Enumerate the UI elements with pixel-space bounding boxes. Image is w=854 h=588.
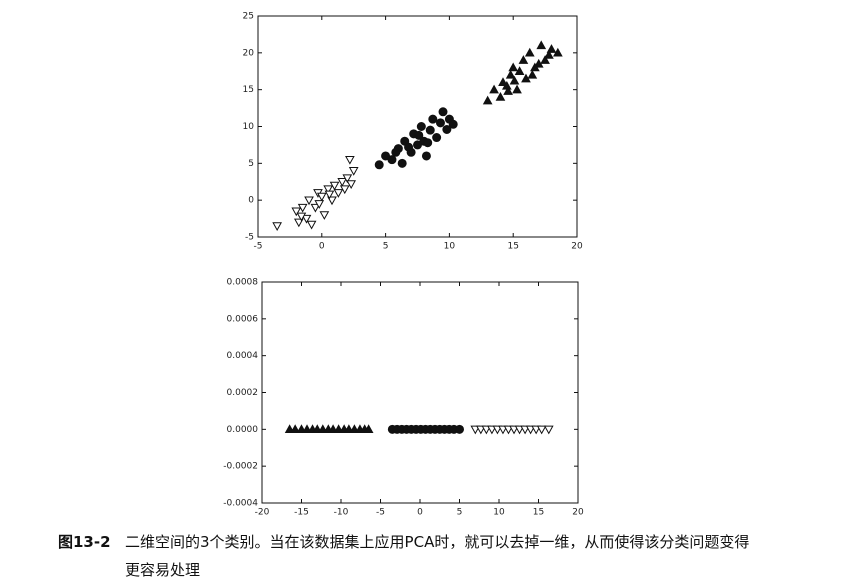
x-tick-label: 15	[533, 508, 544, 518]
point	[428, 114, 438, 124]
point	[319, 211, 330, 220]
x-tick-label: 5	[383, 242, 389, 252]
x-tick-label: -5	[254, 242, 263, 252]
x-tick-label: -10	[334, 508, 349, 518]
point	[546, 44, 557, 53]
point	[482, 95, 493, 105]
point	[543, 425, 554, 435]
y-tick-label: 0.0004	[227, 351, 259, 361]
x-tick-label: -5	[376, 508, 385, 518]
x-tick-label: 0	[417, 508, 423, 518]
point	[544, 50, 554, 59]
point	[495, 92, 506, 101]
caption-text: 二维空间的3个类别。当在该数据集上应用PCA时，就可以去掉一维，从而使得该分类问…	[125, 533, 750, 579]
point	[323, 185, 334, 195]
x-tick-label: -15	[294, 508, 309, 518]
point	[324, 190, 335, 200]
y-tick-label: -5	[245, 233, 254, 243]
point	[327, 196, 337, 206]
point	[291, 207, 302, 217]
point	[272, 222, 282, 231]
point	[306, 220, 317, 230]
point	[333, 189, 344, 198]
point	[297, 203, 308, 213]
point	[339, 185, 350, 195]
x-tick-label: -20	[255, 508, 270, 518]
point	[374, 160, 384, 170]
y-tick-label: 0.0008	[227, 278, 259, 288]
point	[346, 180, 356, 189]
point	[342, 174, 353, 184]
point	[404, 142, 414, 152]
point	[498, 77, 508, 86]
y-tick-label: -0.0002	[223, 462, 258, 472]
point	[310, 203, 321, 213]
point	[524, 47, 535, 57]
point	[296, 212, 307, 222]
point	[518, 55, 529, 64]
point	[489, 84, 499, 94]
point	[304, 196, 314, 206]
point	[397, 158, 407, 168]
point	[421, 151, 431, 161]
x-tick-label: 20	[572, 508, 584, 518]
x-tick-label: 10	[444, 242, 456, 252]
point	[329, 181, 340, 191]
plot-frame	[261, 281, 579, 504]
figure: -5 0 5 10 15 20 -5 0 5 10 15 20 25 -20 -15 -10 -5 0 5 10 15 2…	[223, 12, 584, 518]
point	[514, 66, 525, 75]
point	[448, 119, 458, 129]
point	[301, 214, 312, 224]
point	[414, 130, 424, 140]
point	[530, 62, 540, 72]
y-tick-label: 5	[248, 159, 254, 169]
point	[536, 40, 547, 50]
point	[293, 218, 304, 228]
y-tick-label: 0.0000	[227, 425, 259, 435]
point	[540, 55, 550, 64]
caption-label: 图13-2	[58, 533, 111, 551]
point	[425, 125, 435, 135]
point	[503, 86, 513, 95]
y-tick-label: 25	[243, 12, 254, 22]
point	[363, 424, 374, 434]
y-tick-label: 10	[243, 122, 255, 132]
x-tick-label: 10	[493, 508, 505, 518]
point	[508, 62, 519, 72]
point	[391, 147, 401, 157]
point	[290, 424, 301, 434]
point	[387, 155, 397, 165]
point	[316, 192, 327, 202]
x-tick-label: 0	[319, 242, 325, 252]
point	[505, 69, 516, 79]
x-tick-label: 15	[507, 242, 518, 252]
point	[512, 84, 522, 94]
y-tick-label: 0	[248, 196, 254, 206]
x-tick-label: 5	[457, 508, 463, 518]
y-tick-label: 0.0002	[227, 388, 259, 398]
point	[435, 118, 445, 128]
point	[509, 75, 520, 85]
point	[527, 69, 538, 79]
point	[536, 425, 547, 435]
point	[416, 122, 426, 131]
point	[442, 124, 452, 134]
x-tick-label: 20	[571, 242, 583, 252]
point	[314, 200, 325, 209]
point	[455, 424, 464, 434]
y-tick-label: 15	[243, 85, 254, 95]
y-tick-label: 0.0006	[227, 314, 259, 324]
point	[438, 107, 448, 117]
point	[345, 155, 355, 165]
point	[348, 167, 359, 176]
point	[423, 138, 433, 148]
point	[553, 47, 563, 57]
point	[432, 133, 442, 143]
y-tick-label: -0.0004	[223, 499, 258, 509]
point	[337, 178, 348, 187]
y-tick-label: 20	[243, 48, 255, 58]
